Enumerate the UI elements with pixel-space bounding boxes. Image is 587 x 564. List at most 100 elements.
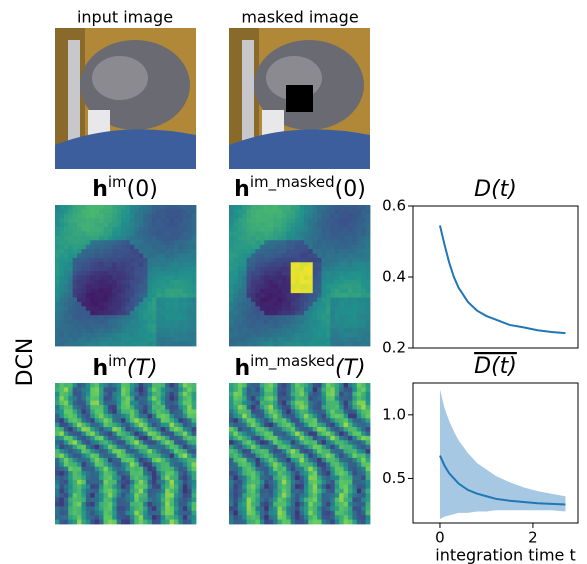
map-cell — [247, 498, 252, 503]
map-cell — [348, 502, 353, 507]
map-cell — [77, 515, 82, 520]
map-cell — [313, 515, 318, 520]
map-cell — [322, 405, 327, 410]
map-cell — [366, 502, 371, 507]
map-cell — [161, 440, 166, 445]
map-cell — [86, 498, 91, 503]
map-cell — [121, 205, 126, 210]
map-cell — [143, 240, 148, 245]
map-cell — [192, 324, 197, 329]
map-cell — [170, 324, 175, 329]
map-cell — [361, 258, 366, 263]
map-cell — [277, 328, 282, 333]
map-cell — [357, 502, 362, 507]
map-cell — [139, 440, 144, 445]
map-cell — [68, 515, 73, 520]
map-cell — [161, 454, 166, 459]
map-cell — [174, 458, 179, 463]
map-cell — [326, 320, 331, 325]
map-cell — [242, 205, 247, 210]
map-cell — [300, 467, 305, 472]
map-cell — [313, 311, 318, 316]
map-cell — [295, 227, 300, 232]
map-cell — [317, 520, 322, 525]
map-cell — [357, 262, 362, 267]
map-cell — [242, 436, 247, 441]
map-cell — [170, 520, 175, 525]
map-cell — [273, 471, 278, 476]
map-cell — [81, 383, 86, 388]
map-cell — [233, 306, 238, 311]
map-cell — [64, 387, 69, 392]
map-cell — [264, 414, 269, 419]
map-cell — [361, 218, 366, 223]
map-cell — [174, 333, 179, 338]
map-cell — [361, 276, 366, 281]
map-cell — [95, 511, 100, 516]
map-cell — [99, 427, 104, 432]
map-cell — [112, 284, 117, 289]
map-cell — [322, 440, 327, 445]
map-cell — [103, 337, 108, 342]
map-cell — [277, 427, 282, 432]
map-cell — [81, 205, 86, 210]
map-cell — [77, 489, 82, 494]
map-cell — [326, 520, 331, 525]
map-cell — [161, 328, 166, 333]
map-cell — [130, 414, 135, 419]
map-cell — [187, 511, 192, 516]
map-cell — [330, 502, 335, 507]
map-cell — [352, 396, 357, 401]
map-cell — [126, 515, 131, 520]
map-cell — [143, 328, 148, 333]
map-cell — [73, 480, 78, 485]
map-cell — [130, 267, 135, 272]
map-cell — [282, 289, 287, 294]
map-cell — [357, 471, 362, 476]
map-cell — [108, 245, 113, 250]
map-cell — [95, 315, 100, 320]
map-cell — [121, 271, 126, 276]
map-cell — [269, 515, 274, 520]
map-cell — [322, 467, 327, 472]
map-cell — [317, 267, 322, 272]
map-cell — [170, 502, 175, 507]
map-cell — [269, 298, 274, 303]
map-cell — [335, 205, 340, 210]
map-cell — [344, 205, 349, 210]
map-cell — [152, 209, 157, 214]
map-cell — [308, 506, 313, 511]
map-cell — [156, 471, 161, 476]
map-cell — [233, 493, 238, 498]
map-cell — [156, 480, 161, 485]
map-cell — [59, 337, 64, 342]
map-cell — [143, 449, 148, 454]
map-cell — [264, 214, 269, 219]
map-cell — [326, 515, 331, 520]
map-cell — [130, 409, 135, 414]
map-cell — [348, 511, 353, 516]
map-cell — [255, 414, 260, 419]
map-cell — [156, 231, 161, 236]
map-cell — [330, 414, 335, 419]
map-cell — [366, 515, 371, 520]
map-cell — [273, 298, 278, 303]
map-cell — [344, 476, 349, 481]
map-cell — [242, 298, 247, 303]
map-cell — [357, 289, 362, 294]
map-cell — [269, 493, 274, 498]
map-cell — [99, 276, 104, 281]
map-cell — [273, 480, 278, 485]
map-cell — [322, 462, 327, 467]
map-cell — [335, 258, 340, 263]
map-cell — [90, 249, 95, 254]
map-cell — [161, 311, 166, 316]
map-cell — [187, 205, 192, 210]
map-cell — [366, 414, 371, 419]
map-cell — [81, 271, 86, 276]
map-cell — [269, 392, 274, 397]
map-cell — [264, 267, 269, 272]
map-cell — [322, 506, 327, 511]
map-cell — [229, 427, 234, 432]
map-cell — [366, 511, 371, 516]
